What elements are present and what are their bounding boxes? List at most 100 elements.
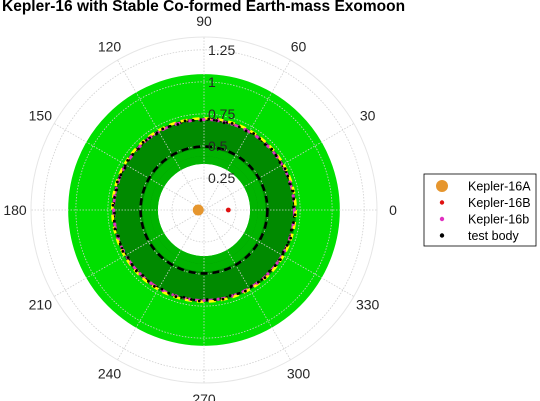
rings-layer [111,117,297,303]
test-body-point [111,203,115,207]
grid-layer [30,36,378,384]
legend-label: Kepler-16B [468,196,531,210]
test-body-point [121,249,125,253]
test-body-point [289,228,293,232]
grid-spoke [203,59,291,211]
grid-circle [171,177,237,243]
test-body-point [131,152,135,156]
test-body-point [268,269,271,273]
test-body-point [252,132,256,135]
kepler-16b-point [149,281,153,285]
theta-tick-label: 240 [98,366,122,382]
test-body-point [174,295,178,299]
test-body-point [118,242,122,246]
test-body-point [292,205,295,209]
test-body-point [126,256,130,259]
kepler-16b-point [138,144,142,148]
test-body-point [141,274,145,277]
legend-label: Kepler-16A [468,180,531,194]
test-body-point [288,182,292,186]
test-body-point [243,289,247,293]
grid-circle [75,81,333,339]
test-body-point [134,269,138,273]
test-body-point [183,119,187,123]
points-layer [192,204,231,216]
test-body-point [236,292,240,296]
kepler-16b-point [129,155,133,159]
kepler-16b-point [112,208,116,212]
kepler-16b-star-point [225,207,231,213]
test-body-point [199,119,203,122]
grid-spoke [117,59,205,211]
kepler-16b-point [266,144,270,148]
test-body-point [115,180,119,184]
test-body-point [155,132,158,136]
test-body-point [130,262,134,266]
test-body-point [213,298,217,302]
test-body-point [207,117,211,121]
test-body-point [291,189,295,193]
test-body-point [167,291,171,295]
legend-marker [439,200,445,205]
kepler-16b-point [202,298,206,302]
test-body-point [115,188,119,192]
theta-tick-label: 30 [360,108,376,124]
test-body-point [168,124,172,128]
kepler-16b-point [291,194,295,198]
kepler-16b-point [138,272,142,276]
r-tick-label: 0.25 [208,170,235,186]
test-body-point [146,279,150,283]
r-tick-label: 0.75 [208,106,235,122]
test-body-point [250,284,253,288]
legend-marker [436,180,448,192]
theta-tick-label: 270 [192,391,216,401]
chart-title: Kepler-16 with Stable Co-formed Earth-ma… [2,0,406,15]
test-body-point [152,285,156,288]
test-body-point [270,147,274,151]
test-body-point [273,264,277,268]
test-body-point [119,173,123,177]
test-body-point [222,121,226,125]
test-body-point [292,221,295,224]
test-body-point [228,294,232,298]
legend-marker [439,233,445,238]
theta-tick-label: 210 [29,297,53,313]
legend-marker [439,216,445,222]
grid-spoke [53,209,205,297]
test-body-point [263,276,267,280]
kepler-16b-point [266,272,270,276]
labels-layer: 0.25 0.5 0.75 1 1.25 0 30 60 90 120 150 180 210 240 27… [3,13,397,401]
test-body-point [141,140,145,144]
test-body-point [191,118,195,122]
test-body-point [123,166,127,170]
grid-spoke [117,209,205,361]
test-body-point [126,158,129,162]
test-body-point [292,197,296,201]
test-body-point [116,234,120,238]
kepler-16b-point [275,261,279,265]
theta-tick-label: 300 [287,366,311,382]
test-body-point [221,297,225,301]
test-body-point [113,227,117,231]
test-body-point [256,280,260,284]
test-body-point [176,122,180,126]
theta-tick-label: 120 [98,38,122,54]
outer-circle [30,36,378,384]
kepler-16b-point [292,208,296,212]
test-body-point [274,154,278,158]
theta-tick-label: 330 [356,297,380,313]
kepler-16b-point [255,135,259,139]
grid-spoke [53,123,205,211]
test-body-point [215,119,218,122]
test-body-point [161,127,165,131]
legend-label: test body [468,229,519,243]
legend: Kepler-16A Kepler-16B Kepler-16b test body [423,173,537,247]
test-body-point [205,298,209,301]
test-body-point [237,125,241,129]
test-body-point [112,219,116,223]
test-body-point [137,147,140,151]
test-body-point [160,287,164,291]
grid-spoke [203,123,355,211]
theta-tick-label: 90 [196,13,212,29]
kepler-16b-point [188,119,192,123]
